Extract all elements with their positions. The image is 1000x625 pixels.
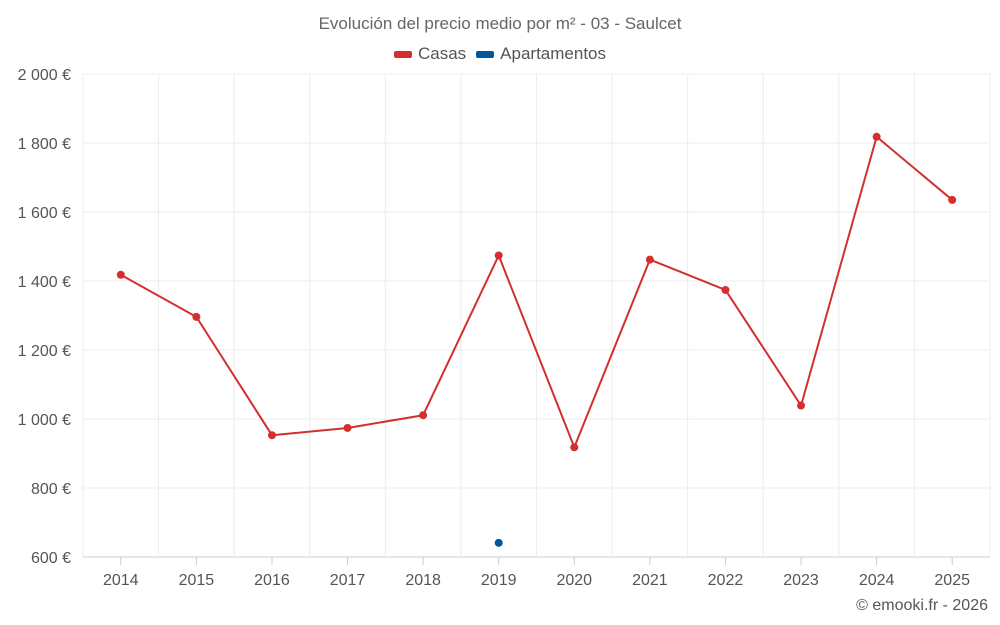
series-line-casas [120, 135, 953, 449]
data-point-casas [267, 431, 276, 440]
data-point-casas [343, 423, 352, 432]
data-point-casas [797, 401, 806, 410]
y-tick-label: 1 400 € [18, 274, 71, 291]
legend-item-casas[interactable]: Casas [393, 44, 467, 64]
y-tick-label: 800 € [31, 481, 71, 498]
series-layer [116, 132, 957, 547]
data-point-casas [948, 195, 957, 204]
x-tick-label: 2017 [330, 572, 366, 589]
legend: Casas Apartamentos [0, 44, 1000, 64]
legend-item-apartamentos[interactable]: Apartamentos [476, 44, 606, 64]
x-tick-label: 2015 [179, 572, 215, 589]
x-tick-label: 2021 [632, 572, 668, 589]
axes: 600 € 800 € 1 000 € 1 200 € 1 400 € 1 600 € 1 … [18, 67, 970, 589]
y-tick-label: 2 000 € [18, 67, 71, 84]
x-tick-label: 2016 [254, 572, 290, 589]
data-point-casas [570, 443, 579, 452]
y-tick-label: 1 200 € [18, 343, 71, 360]
y-tick-label: 1 800 € [18, 136, 71, 153]
watermark: © emooki.fr - 2026 [856, 597, 988, 614]
legend-label-casas: Casas [417, 44, 467, 63]
data-point-casas [116, 270, 125, 279]
x-tick-label: 2019 [481, 572, 517, 589]
y-tick-label: 1 600 € [18, 205, 71, 222]
legend-label-apartamentos: Apartamentos [500, 44, 607, 63]
data-point-casas [494, 251, 503, 260]
x-tick-label: 2022 [708, 572, 744, 589]
legend-swatch-apartamentos [476, 50, 495, 58]
x-tick-label: 2024 [859, 572, 895, 589]
data-point-casas [419, 411, 428, 420]
y-tick-label: 1 000 € [18, 412, 71, 429]
x-tick-label: 2020 [556, 572, 592, 589]
data-point-casas [192, 312, 201, 321]
data-point-casas [721, 285, 730, 294]
x-tick-label: 2018 [405, 572, 441, 589]
x-tick-label: 2023 [783, 572, 819, 589]
y-tick-label: 600 € [31, 550, 71, 567]
grid [82, 73, 991, 558]
data-point-casas [645, 255, 654, 264]
data-point-casas [872, 132, 881, 141]
legend-swatch-casas [393, 50, 412, 58]
x-tick-label: 2025 [934, 572, 970, 589]
data-point-apartamentos [494, 538, 503, 547]
x-tick-label: 2014 [103, 572, 139, 589]
chart-title: Evolución del precio medio por m² - 03 -… [318, 14, 682, 33]
